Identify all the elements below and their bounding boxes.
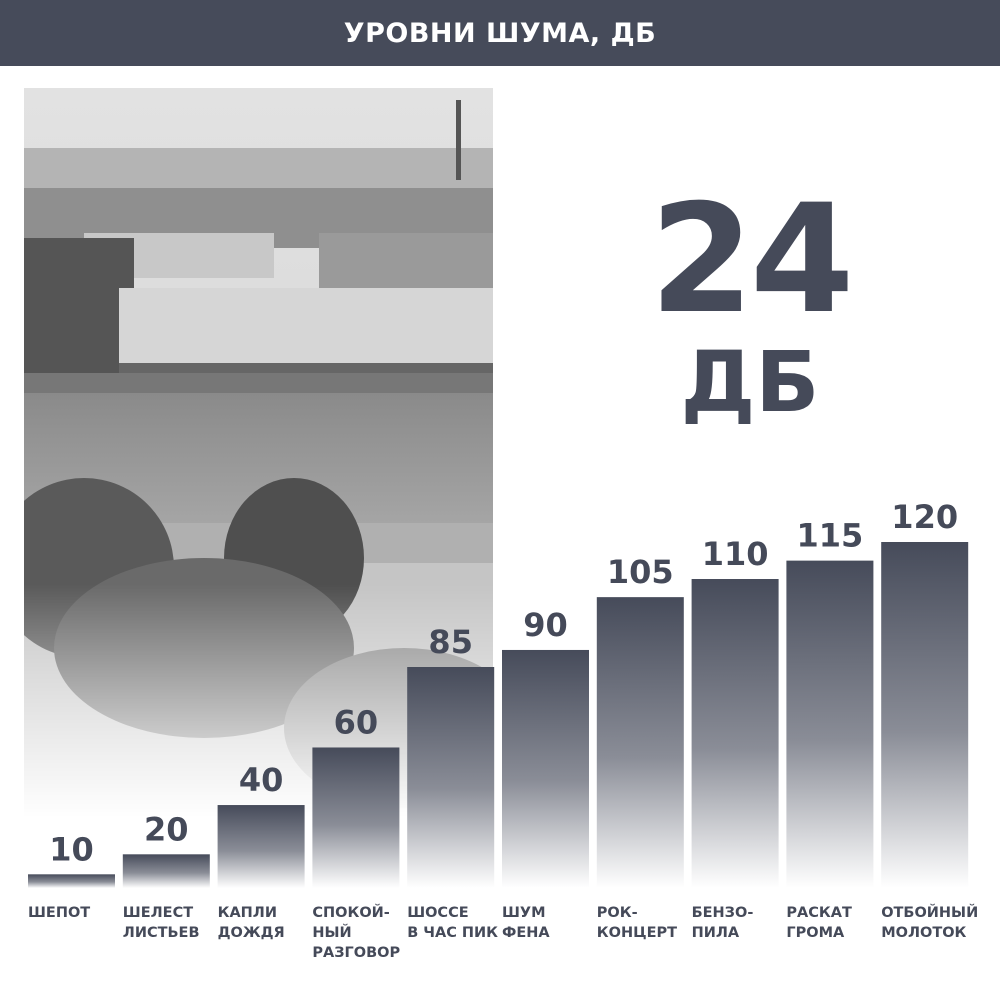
- data-label: 60: [334, 703, 379, 741]
- category-label: СПОКОЙ- НЫЙ РАЗГОВОР: [312, 905, 401, 961]
- data-label: 110: [702, 535, 769, 573]
- data-label: 115: [797, 517, 864, 555]
- data-label: 90: [523, 606, 568, 644]
- data-label: 85: [428, 623, 473, 661]
- bar: [786, 560, 874, 888]
- category-label: РАСКАТ ГРОМА: [786, 905, 852, 941]
- header-title: УРОВНИ ШУМА, ДБ: [0, 0, 1000, 66]
- data-label: 40: [239, 761, 284, 799]
- bar: [502, 649, 589, 888]
- category-label: ШОССЕ В ЧАС ПИК: [407, 905, 499, 941]
- bar: [881, 542, 969, 888]
- category-label: КАПЛИ ДОЖДЯ: [217, 905, 285, 941]
- category-label: ШУМ ФЕНА: [502, 905, 550, 941]
- highlight-number: 24: [649, 173, 855, 347]
- category-label: ШЕЛЕСТ ЛИСТЬЕВ: [122, 905, 200, 941]
- bar: [691, 579, 779, 888]
- category-label: ОТБОЙНЫЙ МОЛОТОК: [881, 905, 979, 941]
- data-label: 10: [49, 830, 94, 868]
- data-label: 20: [144, 810, 189, 848]
- category-label: РОК- КОНЦЕРТ: [596, 905, 677, 941]
- data-label: 105: [607, 553, 674, 591]
- category-label: БЕНЗО- ПИЛА: [691, 905, 754, 941]
- bar: [312, 747, 400, 888]
- bar: [217, 805, 305, 888]
- highlight-unit: ДБ: [680, 333, 820, 431]
- category-label: ШЕПОТ: [28, 905, 91, 921]
- bar: [122, 854, 210, 888]
- bar: [596, 597, 684, 888]
- data-label: 120: [891, 498, 958, 536]
- bar: [407, 667, 495, 888]
- highlight-value: 24 ДБ: [600, 185, 900, 427]
- bar: [28, 874, 115, 888]
